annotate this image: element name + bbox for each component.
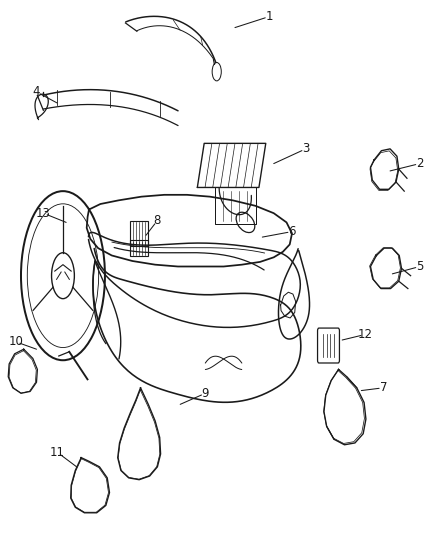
Text: 5: 5 (416, 260, 424, 273)
Bar (131, 240, 148, 256)
Text: 10: 10 (8, 335, 23, 349)
Text: 11: 11 (49, 446, 64, 458)
Text: 12: 12 (357, 328, 372, 341)
Text: 8: 8 (154, 214, 161, 227)
Text: 7: 7 (379, 381, 387, 394)
Text: 13: 13 (36, 207, 51, 220)
Text: 1: 1 (265, 10, 273, 23)
Bar (131, 221, 148, 246)
Text: 6: 6 (288, 225, 296, 238)
Text: 2: 2 (416, 157, 424, 170)
Text: 3: 3 (302, 142, 309, 156)
Text: 4: 4 (33, 85, 40, 99)
Text: 9: 9 (201, 387, 209, 400)
